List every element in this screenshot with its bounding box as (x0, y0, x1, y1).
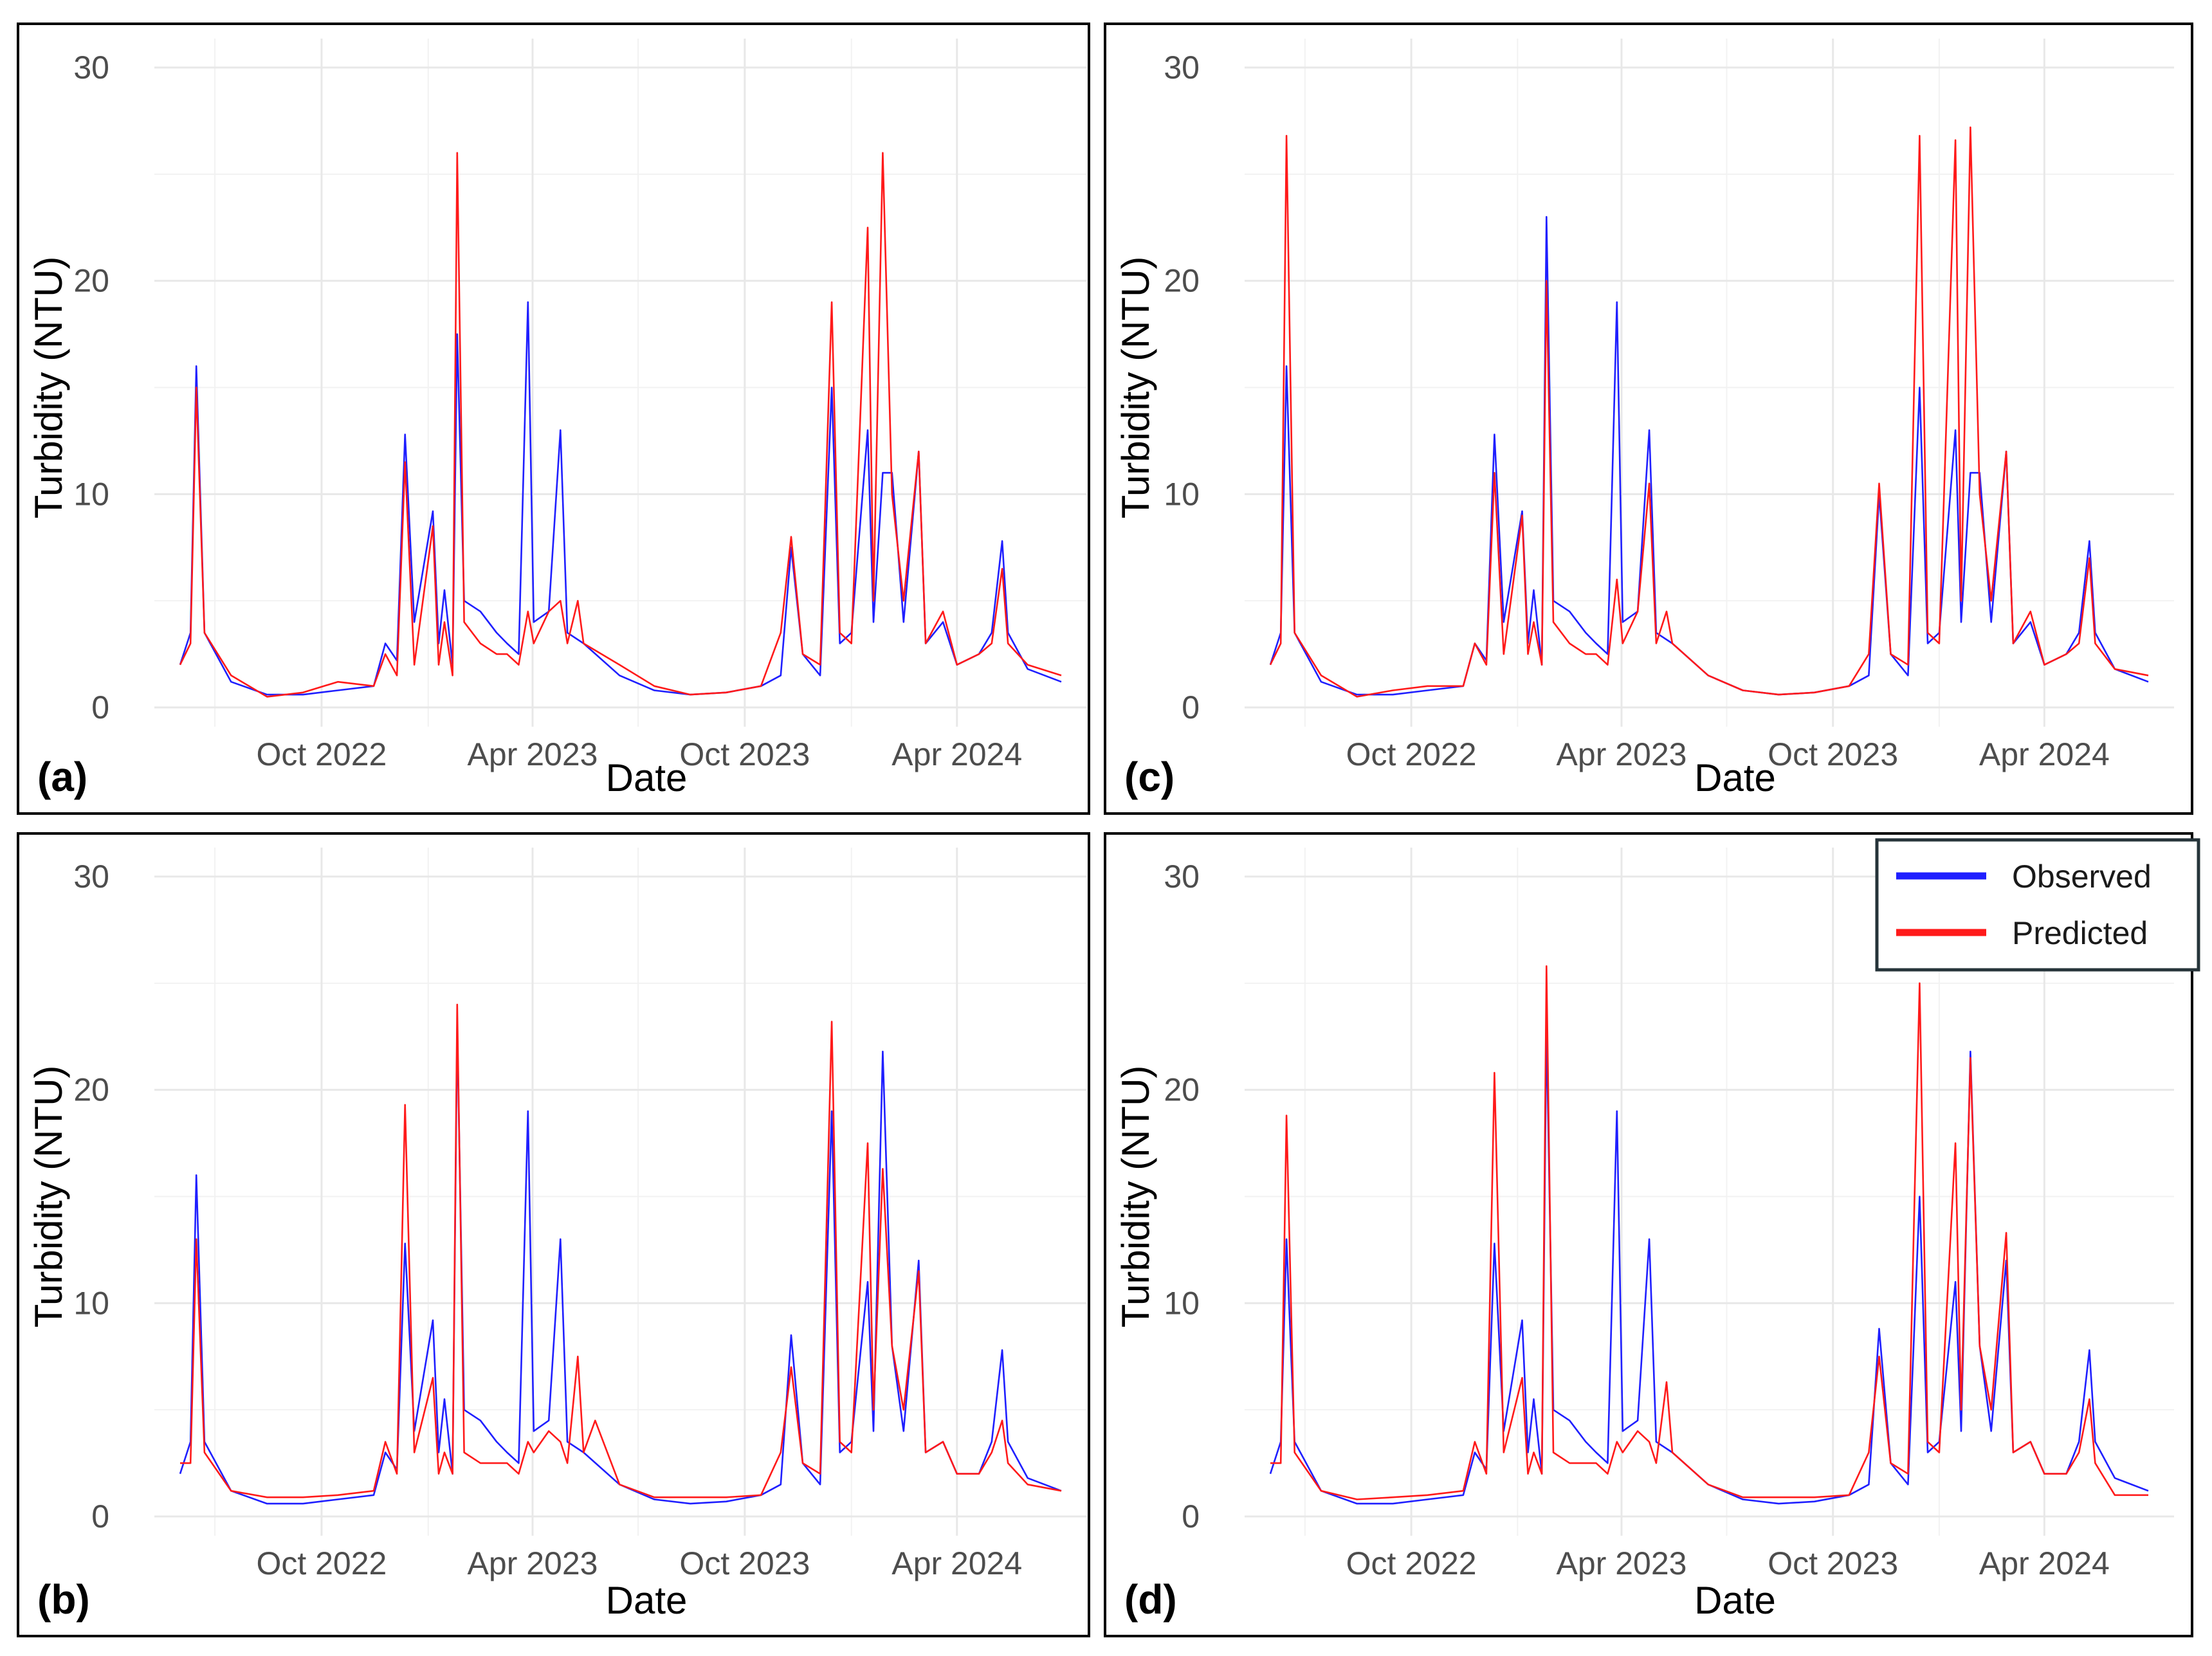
y-tick-label: 30 (73, 859, 109, 895)
y-tick-label: 20 (73, 263, 109, 299)
x-axis-title: Date (1694, 1579, 1776, 1622)
x-axis-title: Date (1694, 756, 1776, 799)
x-tick-label: Oct 2022 (1346, 1545, 1477, 1581)
series-line-predicted (180, 1003, 1062, 1498)
x-tick-label: Apr 2023 (1557, 1545, 1687, 1581)
x-tick-label: Oct 2023 (679, 736, 810, 772)
series-line-observed (1269, 1024, 2149, 1505)
series-line-observed (179, 1024, 1062, 1505)
panel-d: 0 10 20 30 Oct 2022 Apr 2023 Oct 2023 Apr 2024 T… (1104, 832, 2193, 1637)
x-tick-label: Oct 2023 (1768, 1545, 1898, 1581)
series-line-predicted (1270, 965, 2148, 1500)
y-tick-label: 30 (73, 50, 109, 86)
x-tick-label: Apr 2023 (468, 736, 598, 772)
panel-label: (d) (1124, 1576, 1177, 1623)
y-tick-label: 10 (1164, 476, 1200, 512)
series-line-observed (1269, 215, 2149, 696)
y-axis-title: Turbidity (NTU) (1114, 257, 1157, 519)
y-tick-label: 0 (91, 689, 109, 725)
legend-label-predicted: Predicted (2012, 915, 2148, 951)
y-tick-label: 0 (1182, 689, 1200, 725)
y-tick-label: 20 (1164, 263, 1200, 299)
series-line-predicted (179, 152, 1062, 698)
panel-a: 0 10 20 30 Oct 2022 Apr 2023 Oct 2023 Apr 2024 T… (17, 23, 1090, 815)
panel-c: 0 10 20 30 Oct 2022 Apr 2023 Oct 2023 Apr 2024 T… (1104, 23, 2193, 815)
x-tick-label: Oct 2023 (1768, 736, 1898, 772)
x-tick-label: Oct 2022 (256, 736, 387, 772)
x-tick-label: Apr 2024 (1979, 736, 2110, 772)
legend-box (1875, 838, 2200, 972)
x-tick-label: Oct 2023 (679, 1545, 810, 1581)
y-tick-label: 30 (1164, 50, 1200, 86)
y-tick-label: 0 (1182, 1498, 1200, 1534)
panel-border (1104, 23, 2193, 815)
x-tick-label: Oct 2022 (1346, 736, 1477, 772)
panel-b: 0 10 20 30 Oct 2022 Apr 2023 Oct 2023 Apr 2024 T… (17, 832, 1090, 1637)
x-axis-title: Date (606, 1579, 688, 1622)
y-tick-label: 30 (1164, 859, 1200, 895)
x-axis-title: Date (606, 756, 688, 799)
y-tick-label: 20 (73, 1072, 109, 1108)
x-tick-label: Apr 2023 (468, 1545, 598, 1581)
y-tick-label: 0 (91, 1498, 109, 1534)
panel-label: (a) (37, 754, 87, 800)
y-axis-title: Turbidity (NTU) (1114, 1066, 1157, 1328)
y-tick-label: 10 (73, 476, 109, 512)
y-tick-label: 10 (73, 1285, 109, 1321)
y-axis-title: Turbidity (NTU) (27, 257, 70, 519)
panel-label: (b) (37, 1576, 90, 1623)
x-tick-label: Apr 2024 (891, 736, 1022, 772)
x-tick-label: Apr 2024 (1979, 1545, 2110, 1581)
y-tick-label: 20 (1164, 1072, 1200, 1108)
panel-border (1104, 832, 2193, 1637)
x-tick-label: Oct 2022 (256, 1545, 387, 1581)
y-axis-title: Turbidity (NTU) (27, 1066, 70, 1328)
panel-border (17, 23, 1090, 815)
x-tick-label: Apr 2023 (1557, 736, 1687, 772)
panel-border (17, 832, 1090, 1637)
legend-label-observed: Observed (2012, 859, 2152, 895)
legend: Observed Predicted (1875, 838, 2200, 972)
panel-label: (c) (1124, 754, 1175, 800)
y-tick-label: 10 (1164, 1285, 1200, 1321)
x-tick-label: Apr 2024 (891, 1545, 1022, 1581)
series-line-predicted (1269, 126, 2149, 698)
